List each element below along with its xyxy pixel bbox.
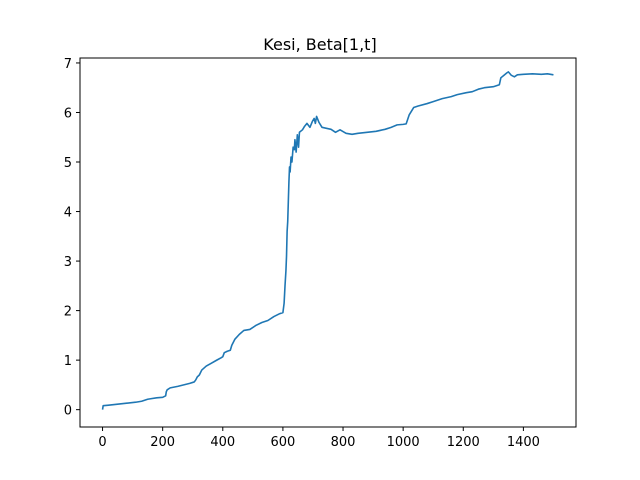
series-line-0 [101, 71, 554, 410]
y-tick-label: 4 [64, 206, 72, 221]
x-tick-label: 1000 [387, 435, 420, 450]
y-axis: 0 1 2 3 4 5 6 7 [64, 57, 80, 419]
y-tick-label: 0 [64, 404, 72, 419]
chart-title: Kesi, Beta[1,t] [263, 35, 376, 54]
y-tick-label: 6 [64, 106, 72, 121]
x-tick-label: 800 [331, 435, 356, 450]
x-tick-label: 1400 [507, 435, 540, 450]
y-tick-label: 3 [64, 255, 72, 270]
x-tick-label: 600 [270, 435, 295, 450]
x-axis: 0 200 400 600 800 1000 1200 1400 [98, 427, 540, 450]
y-tick-label: 5 [64, 156, 72, 171]
plot-area [101, 71, 554, 410]
y-tick-label: 7 [64, 57, 72, 72]
y-tick-label: 1 [64, 354, 72, 369]
y-tick-label: 2 [64, 305, 72, 320]
x-tick-label: 0 [98, 435, 106, 450]
axes-frame [79, 57, 577, 428]
x-tick-label: 200 [150, 435, 175, 450]
x-tick-label: 400 [210, 435, 235, 450]
x-tick-label: 1200 [447, 435, 480, 450]
